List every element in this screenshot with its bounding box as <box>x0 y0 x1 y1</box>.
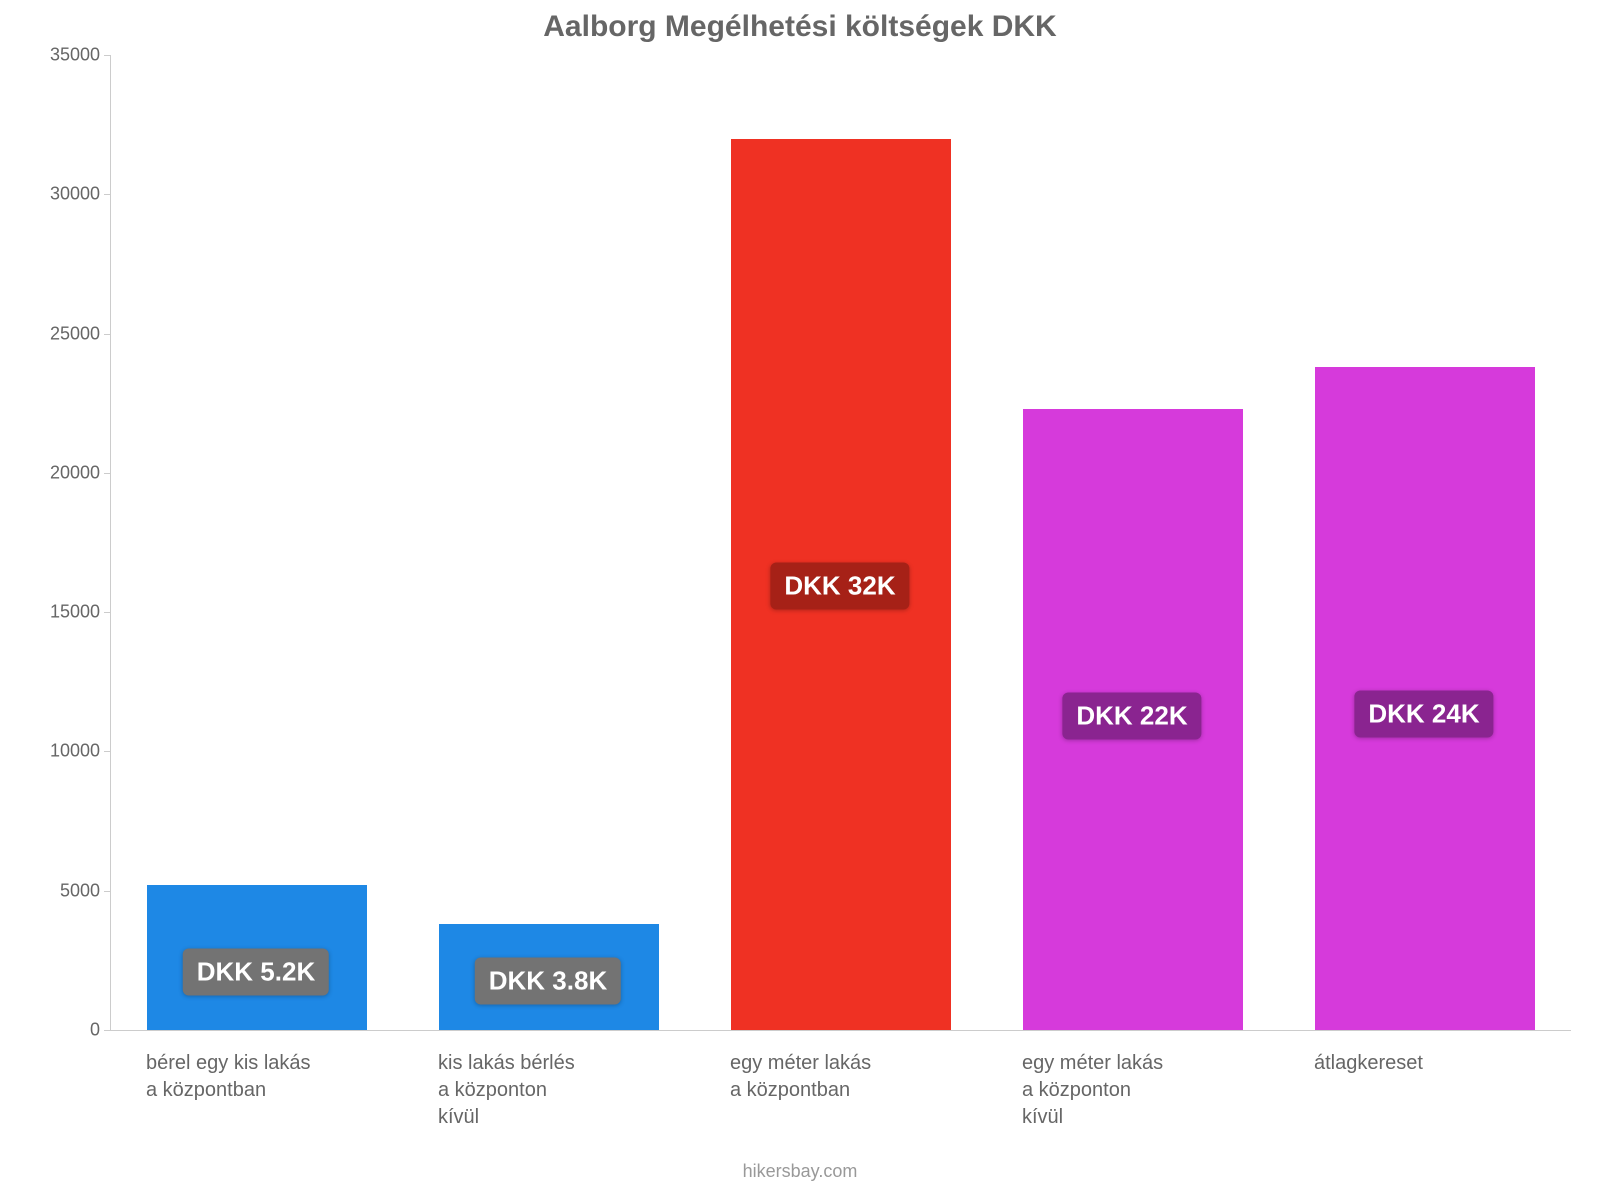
y-tick-label: 30000 <box>50 184 100 205</box>
y-tick-mark <box>104 891 110 892</box>
value-badge: DKK 5.2K <box>183 949 329 996</box>
y-tick-mark <box>104 334 110 335</box>
y-tick-label: 15000 <box>50 602 100 623</box>
y-tick-mark <box>104 473 110 474</box>
value-badge: DKK 22K <box>1062 692 1201 739</box>
x-category-label: egy méter lakás a központon kívül <box>1022 1050 1282 1131</box>
value-badge: DKK 24K <box>1354 691 1493 738</box>
y-tick-label: 35000 <box>50 45 100 66</box>
y-tick-mark <box>104 751 110 752</box>
chart-footer: hikersbay.com <box>0 1161 1600 1182</box>
plot-area <box>110 55 1571 1031</box>
y-tick-mark <box>104 612 110 613</box>
y-tick-mark <box>104 194 110 195</box>
value-badge: DKK 3.8K <box>475 958 621 1005</box>
value-badge: DKK 32K <box>770 562 909 609</box>
x-category-label: bérel egy kis lakás a központban <box>146 1050 406 1104</box>
x-category-label: átlagkereset <box>1314 1050 1574 1077</box>
cost-of-living-chart: Aalborg Megélhetési költségek DKK hikers… <box>0 0 1600 1200</box>
y-tick-mark <box>104 1030 110 1031</box>
x-category-label: egy méter lakás a központban <box>730 1050 990 1104</box>
y-tick-label: 5000 <box>60 880 100 901</box>
y-tick-label: 10000 <box>50 741 100 762</box>
y-tick-label: 20000 <box>50 462 100 483</box>
y-tick-mark <box>104 55 110 56</box>
chart-title: Aalborg Megélhetési költségek DKK <box>0 10 1600 44</box>
y-tick-label: 0 <box>90 1020 100 1041</box>
x-category-label: kis lakás bérlés a központon kívül <box>438 1050 698 1131</box>
y-tick-label: 25000 <box>50 323 100 344</box>
